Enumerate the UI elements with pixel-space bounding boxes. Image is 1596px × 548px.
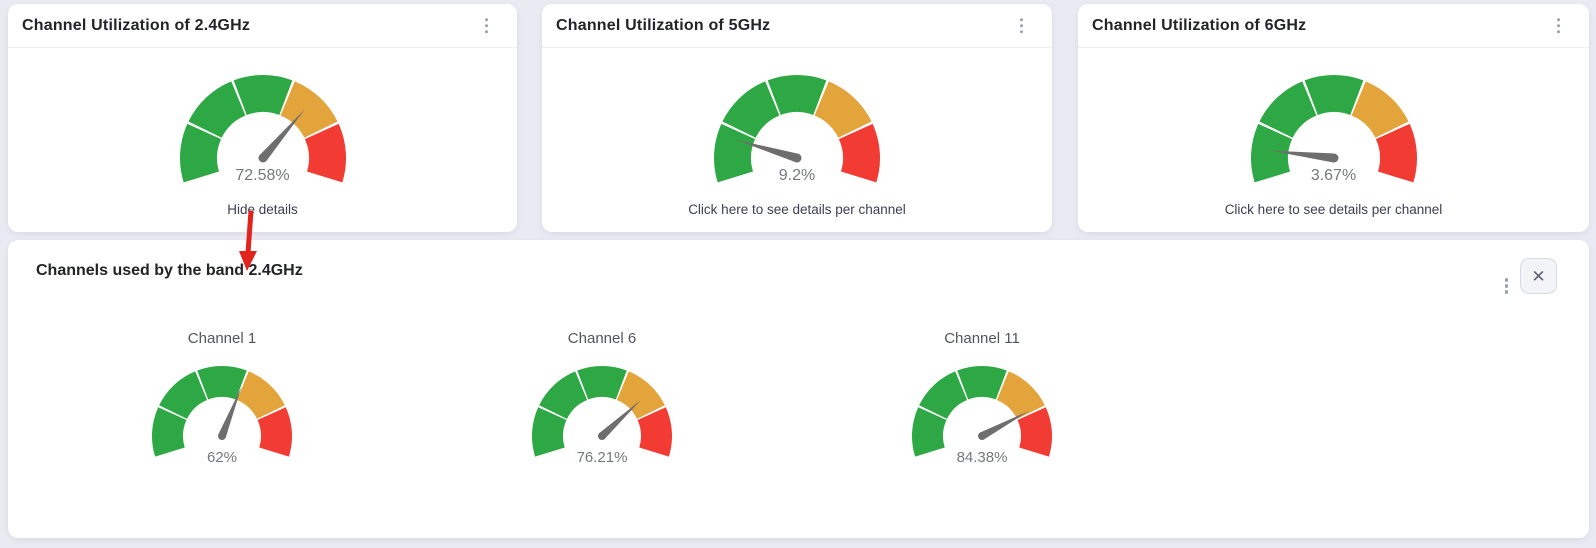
card-body: 72.58% Hide details [8,48,517,218]
channel-label: Channel 1 [187,330,257,347]
card-utilization-5ghz: Channel Utilization of 5GHz 9.2% Click h… [542,4,1052,232]
card-utilization-6ghz: Channel Utilization of 6GHz 3.67% Click … [1078,4,1589,232]
close-button[interactable]: ✕ [1520,258,1557,294]
gauge-channel-11: 84.38% [908,364,1056,466]
card-body: 3.67% Click here to see details per chan… [1078,48,1589,218]
see-details-link[interactable]: Click here to see details per channel [1219,201,1449,218]
gauge-value-label: 3.67% [1310,167,1357,184]
kebab-dot [1504,284,1508,288]
channels-row: Channel 1 62% Channel 6 76.21% Channel 1… [32,330,1172,466]
card-title: Channel Utilization of 2.4GHz [22,16,251,34]
channel-6-column: Channel 6 76.21% [412,330,792,466]
kebab-dot [1019,17,1023,22]
card-header: Channel Utilization of 6GHz [1078,4,1589,48]
card-utilization-2-4ghz: Channel Utilization of 2.4GHz 72.58% Hid… [8,4,517,232]
channel-11-column: Channel 11 84.38% [792,330,1172,466]
gauge-2-4ghz: 72.58% [175,74,351,188]
gauge-value-label: 84.38% [956,449,1008,466]
card-header: Channel Utilization of 2.4GHz [8,4,517,48]
gauge-value-label: 62% [206,449,238,466]
gauge-value-label: 72.58% [235,167,290,184]
kebab-dot [1556,29,1560,34]
kebab-dot [484,23,488,28]
channel-label: Channel 11 [944,330,1020,347]
kebab-dot [1019,23,1023,28]
kebab-dot [1556,17,1560,22]
kebab-menu-icon[interactable] [1015,13,1029,39]
card-header: Channel Utilization of 5GHz [542,4,1052,48]
kebab-dot [1504,290,1508,294]
kebab-menu-icon[interactable] [480,13,494,39]
gauge-5ghz: 9.2% [709,74,885,188]
close-icon: ✕ [1531,266,1546,286]
kebab-dot [1504,278,1508,282]
channels-details-panel: Channels used by the band 2.4GHz ✕ Chann… [8,240,1589,538]
hide-details-link[interactable]: Hide details [221,201,304,218]
kebab-dot [1019,29,1023,34]
gauge-6ghz: 3.67% [1246,74,1422,188]
gauge-value-label: 76.21% [576,449,628,466]
kebab-menu-icon[interactable] [1552,13,1566,39]
channel-1-column: Channel 1 62% [32,330,412,466]
gauge-value-label: 9.2% [778,167,816,184]
card-title: Channel Utilization of 6GHz [1092,16,1307,34]
channel-label: Channel 6 [567,330,637,347]
panel-title: Channels used by the band 2.4GHz [36,262,303,279]
gauge-channel-1: 62% [148,364,296,466]
kebab-dot [1556,23,1560,28]
kebab-dot [484,29,488,34]
card-title: Channel Utilization of 5GHz [556,16,771,34]
gauge-channel-6: 76.21% [528,364,676,466]
see-details-link[interactable]: Click here to see details per channel [682,201,912,218]
kebab-menu-icon[interactable] [1500,273,1514,299]
kebab-dot [484,17,488,22]
card-body: 9.2% Click here to see details per chann… [542,48,1052,218]
